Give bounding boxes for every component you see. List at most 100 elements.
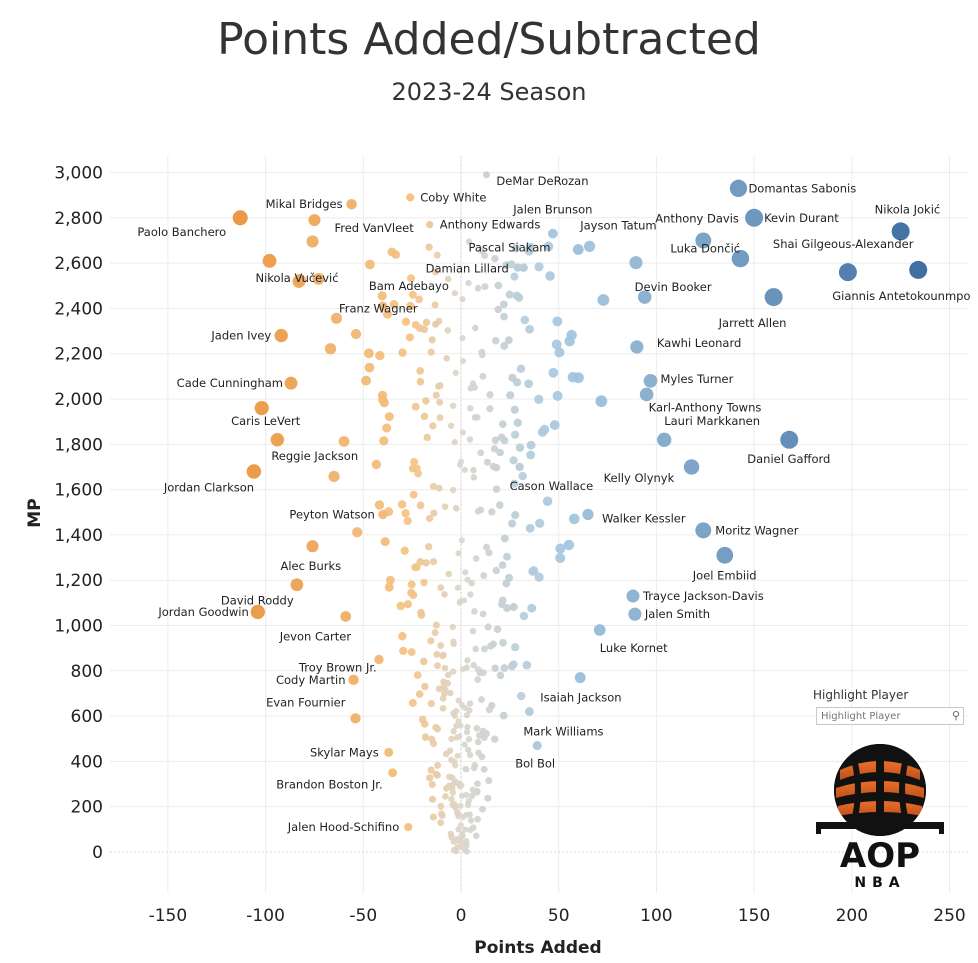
player-point[interactable]	[418, 715, 427, 724]
player-point[interactable]	[422, 318, 431, 327]
player-point[interactable]	[382, 309, 392, 319]
player-point[interactable]	[529, 566, 539, 576]
player-point[interactable]	[499, 300, 508, 309]
player-point[interactable]	[459, 334, 466, 342]
player-point[interactable]	[422, 397, 430, 405]
player-point[interactable]	[431, 301, 439, 309]
player-point[interactable]	[385, 575, 395, 585]
player-point[interactable]	[457, 802, 464, 809]
player-point[interactable]	[477, 506, 485, 514]
labeled-player-point[interactable]	[284, 376, 298, 390]
labeled-player-point[interactable]	[628, 607, 642, 621]
player-point[interactable]	[445, 570, 452, 578]
player-point[interactable]	[452, 369, 459, 376]
player-point[interactable]	[489, 462, 498, 471]
player-point[interactable]	[498, 600, 506, 608]
labeled-player-point[interactable]	[729, 179, 748, 198]
player-point[interactable]	[504, 336, 513, 345]
player-point[interactable]	[401, 509, 410, 518]
player-point[interactable]	[511, 510, 520, 520]
labeled-player-point[interactable]	[574, 672, 586, 684]
labeled-player-point[interactable]	[780, 430, 799, 449]
player-point[interactable]	[496, 448, 504, 457]
labeled-player-point[interactable]	[388, 768, 398, 778]
labeled-player-point[interactable]	[909, 260, 928, 279]
player-point[interactable]	[465, 238, 473, 245]
player-point[interactable]	[434, 662, 442, 670]
player-point[interactable]	[436, 398, 444, 406]
player-point[interactable]	[500, 341, 509, 350]
player-point[interactable]	[525, 324, 534, 334]
player-point[interactable]	[380, 537, 390, 547]
player-point[interactable]	[509, 456, 518, 465]
player-point[interactable]	[496, 671, 505, 680]
player-point[interactable]	[428, 795, 437, 803]
player-point[interactable]	[446, 747, 454, 754]
player-point[interactable]	[439, 652, 447, 660]
player-point[interactable]	[453, 808, 461, 815]
player-point[interactable]	[457, 822, 464, 829]
player-point[interactable]	[330, 312, 343, 324]
labeled-player-point[interactable]	[695, 232, 712, 249]
player-point[interactable]	[449, 402, 457, 409]
player-point[interactable]	[455, 813, 462, 820]
player-point[interactable]	[389, 300, 399, 309]
player-point[interactable]	[479, 610, 487, 618]
player-point[interactable]	[438, 812, 446, 819]
player-point[interactable]	[515, 443, 525, 452]
player-point[interactable]	[505, 573, 514, 582]
labeled-player-point[interactable]	[340, 611, 352, 622]
player-point[interactable]	[338, 436, 350, 447]
player-point[interactable]	[406, 274, 416, 283]
player-point[interactable]	[545, 271, 555, 281]
player-point[interactable]	[478, 348, 486, 356]
player-point[interactable]	[403, 600, 413, 609]
player-point[interactable]	[468, 579, 475, 587]
player-point[interactable]	[420, 412, 429, 421]
player-point[interactable]	[481, 283, 489, 291]
player-point[interactable]	[555, 543, 566, 554]
player-point[interactable]	[509, 660, 518, 669]
labeled-player-point[interactable]	[482, 171, 490, 179]
player-point[interactable]	[377, 390, 388, 401]
player-point[interactable]	[409, 490, 418, 499]
player-point[interactable]	[415, 690, 424, 698]
player-point[interactable]	[420, 657, 428, 666]
player-point[interactable]	[375, 350, 385, 361]
player-point[interactable]	[412, 563, 421, 572]
player-point[interactable]	[462, 826, 469, 833]
player-point[interactable]	[444, 671, 452, 679]
labeled-player-point[interactable]	[406, 193, 415, 202]
player-point[interactable]	[420, 578, 428, 587]
player-point[interactable]	[436, 414, 444, 422]
labeled-player-point[interactable]	[346, 198, 357, 210]
player-point[interactable]	[452, 848, 460, 855]
player-point[interactable]	[459, 296, 466, 303]
player-point[interactable]	[312, 272, 325, 285]
player-point[interactable]	[488, 508, 496, 516]
search-icon[interactable]: ⚲	[951, 709, 960, 722]
player-point[interactable]	[407, 648, 416, 657]
player-point[interactable]	[432, 621, 440, 629]
player-point[interactable]	[510, 430, 520, 439]
player-point[interactable]	[448, 795, 455, 803]
player-point[interactable]	[384, 412, 394, 422]
player-point[interactable]	[448, 735, 455, 743]
player-point[interactable]	[474, 284, 482, 292]
labeled-player-point[interactable]	[348, 674, 359, 686]
player-point[interactable]	[472, 324, 479, 332]
player-point[interactable]	[435, 382, 442, 390]
player-point[interactable]	[408, 698, 417, 707]
player-point[interactable]	[491, 254, 499, 263]
player-point[interactable]	[552, 316, 563, 327]
player-point[interactable]	[461, 466, 468, 473]
player-point[interactable]	[462, 569, 469, 576]
player-point[interactable]	[458, 537, 465, 544]
player-point[interactable]	[450, 728, 457, 735]
player-point[interactable]	[426, 774, 434, 782]
player-point[interactable]	[416, 501, 425, 510]
player-point[interactable]	[474, 815, 481, 823]
labeled-player-point[interactable]	[716, 546, 734, 564]
player-point[interactable]	[534, 572, 544, 582]
labeled-player-point[interactable]	[891, 222, 910, 241]
